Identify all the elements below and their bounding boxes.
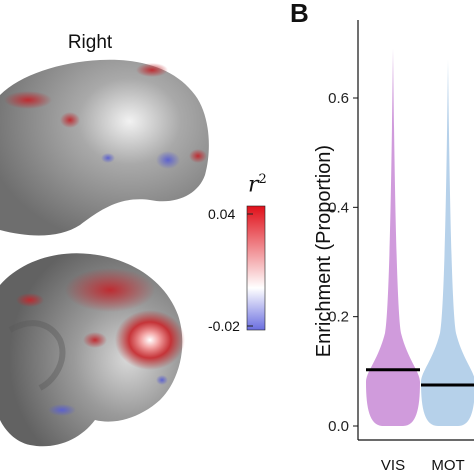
activation-blue-region: [48, 404, 76, 416]
brain-sulcus: [8, 320, 66, 391]
x-tick-label: MOT: [431, 457, 464, 474]
hemisphere-label: Right: [67, 32, 113, 53]
activation-red-region: [83, 332, 107, 348]
activation-blue-region: [156, 151, 180, 169]
activation-blue-region: [156, 375, 168, 385]
activation-red-region: [4, 91, 52, 109]
colorbar-min-label: -0.02: [208, 318, 240, 334]
colorbar-title: r2: [248, 172, 267, 198]
y-tick-label: 0.0: [328, 418, 349, 435]
activation-red-region: [189, 149, 207, 163]
activation-red-region: [136, 63, 168, 77]
activation-red-region: [16, 293, 44, 307]
activation-red-region: [65, 268, 155, 312]
y-tick-label: 0.2: [328, 309, 349, 326]
colorbar-max-label: 0.04: [208, 206, 236, 222]
y-tick-label: 0.6: [328, 90, 349, 107]
violin-mot: [421, 59, 474, 426]
y-tick-label: 0.4: [328, 199, 349, 216]
brain-lateral-view: [0, 59, 209, 236]
activation-hot-spot: [115, 310, 185, 370]
activation-blue-region: [101, 153, 115, 163]
activation-red-region: [60, 112, 80, 128]
colorbar: [246, 205, 266, 331]
y-axis-label: Enrichment (Proportion): [313, 145, 335, 357]
x-tick-label: VIS: [381, 457, 405, 474]
panel-letter: B: [290, 0, 309, 28]
violin-vis: [366, 48, 420, 427]
